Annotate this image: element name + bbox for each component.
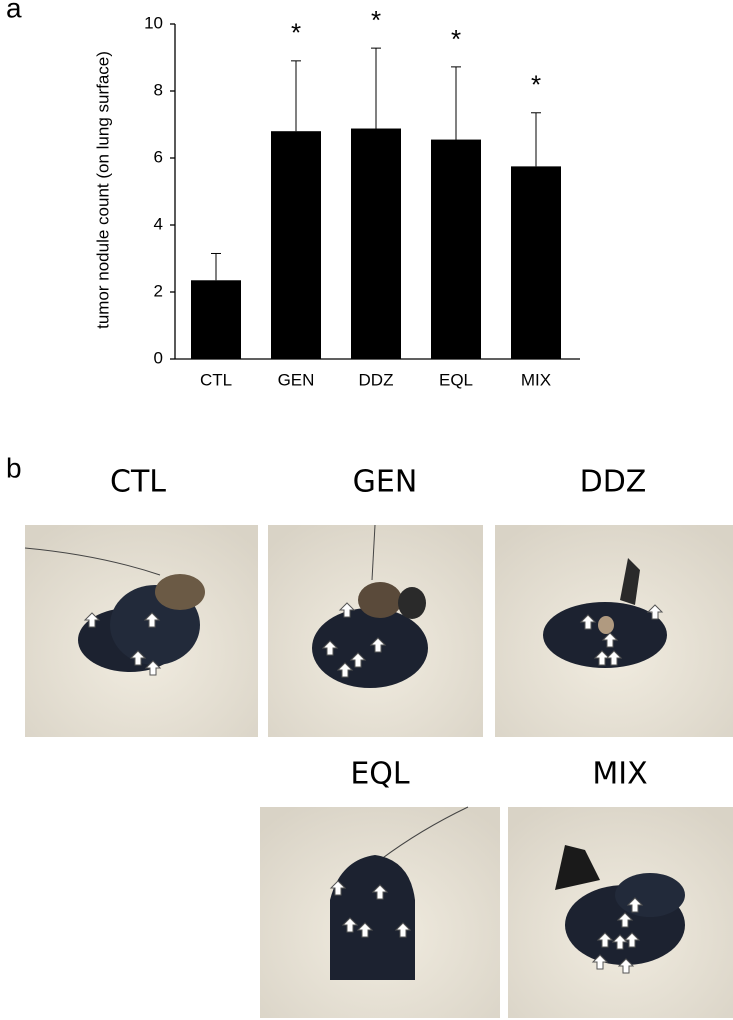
photo bbox=[495, 525, 733, 737]
photo-title: GEN bbox=[353, 465, 418, 500]
x-tick-label: EQL bbox=[439, 370, 473, 389]
photo bbox=[260, 806, 500, 1018]
x-tick-label: CTL bbox=[200, 370, 232, 389]
y-tick-label: 8 bbox=[154, 80, 163, 99]
photo bbox=[24, 525, 258, 737]
y-tick-label: 6 bbox=[154, 147, 163, 166]
significance-marker: * bbox=[451, 24, 461, 54]
photo bbox=[268, 524, 483, 737]
y-tick-label: 2 bbox=[154, 281, 163, 300]
photo bbox=[508, 807, 733, 1018]
bar bbox=[431, 139, 481, 359]
photo-title: CTL bbox=[110, 465, 166, 500]
bar bbox=[271, 131, 321, 359]
x-tick-label: GEN bbox=[278, 370, 315, 389]
x-tick-label: DDZ bbox=[359, 370, 394, 389]
panel-label: b bbox=[6, 452, 22, 483]
significance-marker: * bbox=[371, 5, 381, 35]
photo-title: DDZ bbox=[580, 465, 647, 500]
significance-marker: * bbox=[531, 70, 541, 100]
bar bbox=[511, 166, 561, 359]
significance-marker: * bbox=[291, 18, 301, 48]
y-tick-label: 10 bbox=[144, 13, 163, 32]
photo-title: EQL bbox=[350, 757, 410, 792]
x-tick-label: MIX bbox=[521, 370, 551, 389]
bar bbox=[191, 280, 241, 359]
photo-title: MIX bbox=[592, 757, 647, 792]
bar bbox=[351, 128, 401, 359]
y-tick-label: 0 bbox=[154, 348, 163, 367]
y-axis-label: tumor nodule count (on lung surface) bbox=[93, 51, 112, 329]
panel-label: a bbox=[6, 0, 22, 23]
y-tick-label: 4 bbox=[154, 214, 163, 233]
